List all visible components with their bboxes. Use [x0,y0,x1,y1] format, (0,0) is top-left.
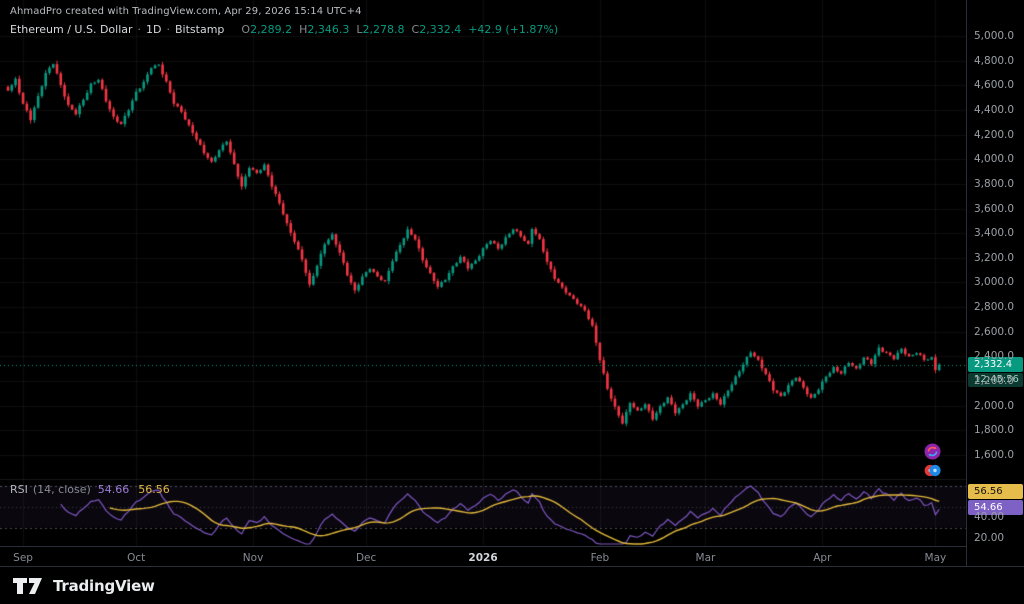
time-tick-label: Nov [242,552,264,564]
rsi-value: 54.66 [97,483,130,496]
time-tick-label: Dec [355,552,377,564]
footer-bar: TradingView [0,566,1024,604]
last-price-badge: 2,332.4 [968,357,1023,373]
time-tick-label: Oct [127,552,146,564]
price-tick-label: 3,600.0 [974,202,1015,215]
legend-separator: · [166,23,171,36]
open-label: O [241,23,251,36]
exchange-label: Bitstamp [175,23,225,36]
sticker-refresh-icon[interactable] [924,443,941,460]
symbol-title[interactable]: Ethereum / U.S. Dollar [10,23,133,36]
time-scale[interactable]: Sep Oct Nov Dec 2026 Feb Mar Apr May [0,546,1024,567]
chart-stickers [924,443,942,481]
price-tick-label: 3,000.0 [974,276,1015,289]
price-tick-label: 4,600.0 [974,79,1015,92]
time-tick-label: Feb [590,552,610,564]
price-tick-label: 1,600.0 [974,449,1015,461]
price-tick-label: 2,800.0 [974,301,1015,314]
rsi-badge: 54.66 [968,499,1023,515]
sticker-discs-icon[interactable] [924,462,941,479]
price-tick-label: 3,400.0 [974,227,1015,240]
attribution-text: AhmadPro created with TradingView.com, A… [10,6,362,17]
price-scale[interactable]: 2,332.4 12:45:56 56.56 54.66 5,000.0 4,80… [966,0,1024,566]
high-value: 2,346.3 [307,23,350,36]
tradingview-logo-text: TradingView [53,577,155,595]
rsi-params: (14, close) [32,483,91,496]
rsi-ma-badge: 56.56 [968,484,1023,499]
close-value: 2,332.4 [419,23,462,36]
legend-separator: · [137,23,142,36]
rsi-name[interactable]: RSI [10,483,28,496]
price-tick-label: 5,000.0 [974,30,1015,42]
change-value: +42.9 (+1.87%) [468,23,559,36]
ohlc-values: O2,289.2 H2,346.3 L2,278.8 C2,332.4 [234,23,461,36]
price-tick-label: 3,200.0 [974,251,1015,264]
low-label: L [356,23,363,36]
interval-label[interactable]: 1D [146,23,162,36]
high-label: H [299,23,308,36]
close-label: C [411,23,420,36]
price-tick-label: 4,200.0 [974,128,1015,141]
rsi-ma-value: 56.56 [138,483,170,496]
open-value: 2,289.2 [250,23,293,36]
price-tick-label: 2,000.0 [974,399,1015,412]
low-value: 2,278.8 [362,23,405,36]
price-tick-label: 3,800.0 [974,177,1015,190]
time-tick-label: Sep [13,552,33,564]
price-tick-label: 2,600.0 [974,325,1015,338]
time-tick-label: Mar [695,552,716,564]
rsi-tick-label: 20.00 [974,532,1005,544]
rsi-legend[interactable]: RSI (14, close) 54.66 56.56 [10,483,170,496]
tradingview-logo[interactable]: TradingView [12,576,155,596]
price-tick-label: 2,400.0 [974,350,1015,363]
time-tick-label: May [924,552,947,564]
tradingview-logo-icon [13,578,42,594]
bar-countdown-badge: 12:45:56 [968,373,1023,388]
rsi-tick-label: 40.00 [974,511,1005,523]
price-tick-label: 2,200.0 [974,375,1015,388]
symbol-legend[interactable]: Ethereum / U.S. Dollar · 1D · Bitstamp O2,289… [10,23,558,36]
price-tick-label: 4,000.0 [974,153,1015,166]
time-tick-label: 2026 [468,552,498,564]
time-tick-label: Apr [813,552,832,564]
price-tick-label: 1,800.0 [974,424,1015,437]
price-tick-label: 4,800.0 [974,54,1015,67]
price-tick-label: 4,400.0 [974,103,1015,116]
